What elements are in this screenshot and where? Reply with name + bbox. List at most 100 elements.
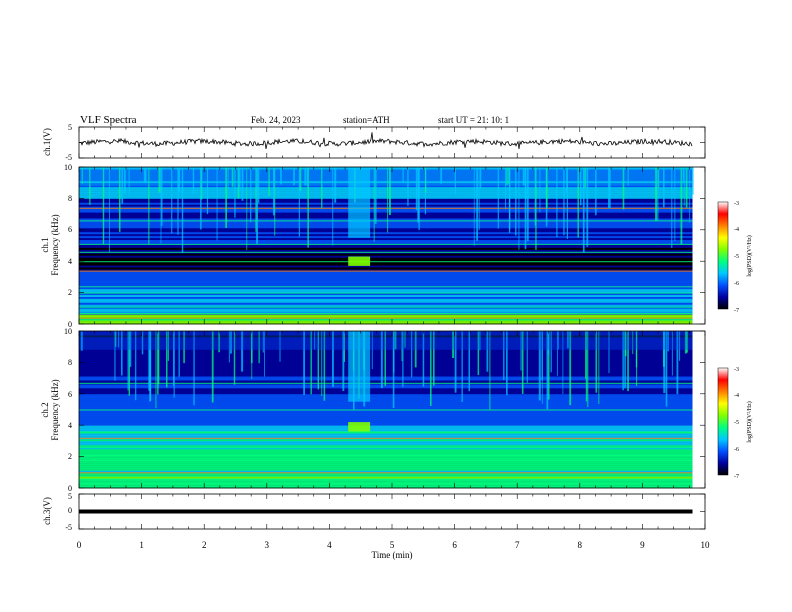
spectrogram-line [79, 313, 693, 314]
spectrogram-sferic [268, 167, 270, 196]
spectrogram-band [79, 452, 693, 456]
spectrogram-sferic [622, 331, 624, 391]
ch3-ylabel: ch.3(V) [42, 497, 52, 525]
ch1-colorbar-tick-m4: -4 [734, 227, 739, 233]
ch2-spec-ytick-2: 2 [68, 452, 72, 461]
spectrogram-sferic [178, 331, 180, 377]
spectrogram-line [79, 317, 693, 319]
spectrogram-sferic [371, 331, 373, 369]
spectrogram-sferic [121, 167, 124, 204]
spectrogram-band [79, 391, 693, 395]
spectrogram-sferic [538, 331, 541, 401]
spectrogram-band [79, 170, 693, 174]
xtick-label-7: 7 [515, 540, 520, 550]
spectrogram-sferic [580, 167, 582, 206]
spectrogram-sferic [585, 331, 586, 379]
spectrogram-sferic [251, 331, 253, 379]
ch1-ytick-bottom: -5 [65, 153, 72, 162]
spectrogram-sferic [280, 167, 282, 185]
ch2-spec-ytick-4: 4 [68, 421, 72, 430]
spectrogram-sferic [171, 167, 173, 234]
spectrogram-sferic [394, 331, 397, 350]
spectrogram-sferic [624, 331, 627, 357]
spectrogram-band [79, 300, 693, 303]
spectrogram-band [79, 304, 693, 307]
spectrogram-sferic [334, 167, 337, 203]
spectrogram-band [79, 237, 693, 240]
spectrogram-band [79, 202, 693, 205]
spectrogram-sferic [635, 331, 638, 368]
spectrogram-band [79, 395, 693, 399]
ch1-colorbar-tick-m5: -5 [734, 254, 739, 260]
spectrogram-line [79, 286, 693, 288]
spectrogram-burst-band [348, 256, 371, 266]
spectrogram-band [79, 292, 693, 295]
spectrogram-band [79, 274, 693, 278]
spectrogram-sferic [241, 331, 244, 372]
header-date: Feb. 24, 2023 [251, 115, 301, 125]
spectrogram-band [79, 409, 693, 412]
spectrogram-band [79, 247, 693, 250]
ch1-colorbar-tick-m3: -3 [734, 201, 739, 207]
spectrogram-sferic [665, 331, 668, 407]
spectrogram-sferic [407, 167, 409, 206]
spectrogram-sferic [304, 167, 306, 186]
spectrogram-sferic [332, 167, 334, 246]
spectrogram-sferic [279, 331, 281, 362]
spectrogram-sferic [546, 331, 549, 410]
spectrogram-sferic [384, 331, 386, 386]
spectrogram-band [79, 450, 693, 454]
spectrogram-sferic [127, 331, 129, 391]
ch2-colorbar: -3 -4 -5 -6 -7 log(PSD)(V²/Hz) [717, 367, 753, 480]
spectrogram-sferic [374, 167, 377, 224]
spectrogram-band [79, 284, 693, 288]
ch1-spec-ytick-8: 8 [68, 194, 72, 203]
spectrogram-sferic [135, 331, 137, 401]
spectrogram-band [79, 167, 693, 170]
spectrogram-band [79, 310, 693, 313]
spectrogram-sferic [422, 331, 425, 387]
spectrogram-sferic [497, 167, 499, 229]
spectrogram-band [79, 442, 693, 446]
spectrogram-burst-band [348, 422, 371, 432]
spectrogram-band [79, 318, 693, 321]
spectrogram-sferic [417, 167, 420, 223]
spectrogram-band [79, 444, 693, 448]
spectrogram-sferic [624, 331, 626, 389]
spectrogram-sferic [526, 331, 528, 383]
spectrogram-band [79, 435, 693, 438]
spectrogram-sferic [200, 167, 202, 230]
spectrogram-sferic [480, 167, 482, 189]
spectrogram-band [79, 233, 693, 237]
ch1-spec-ytick-2: 2 [68, 288, 72, 297]
spectrogram-band [79, 223, 693, 227]
spectrogram-sferic [211, 331, 214, 403]
spectrogram-band [79, 188, 693, 191]
spectrogram-sferic [81, 167, 83, 184]
spectrogram-sferic [299, 167, 302, 191]
spectrogram-band [79, 387, 693, 391]
spectrogram-sferic [503, 331, 505, 380]
spectrogram-sferic [89, 167, 91, 205]
ch3-ytick-0: 0 [68, 506, 72, 515]
spectrogram-sferic [128, 167, 130, 197]
spectrogram-band [79, 474, 693, 477]
ch2-spec-ylabel-channel: ch.2 [40, 402, 50, 417]
spectrogram-sferic [206, 167, 209, 215]
spectrogram-sferic [566, 167, 568, 239]
spectrogram-sferic [258, 331, 260, 364]
spectrogram-band [79, 182, 693, 186]
ch2-colorbar-tick-m4: -4 [734, 393, 739, 399]
spectrogram-band [79, 403, 693, 406]
spectrogram-band [79, 208, 693, 211]
spectrogram-sferic [518, 167, 520, 250]
ch1-spec-ytick-4: 4 [68, 257, 72, 266]
spectrogram-band [79, 210, 693, 213]
spectrogram-sferic [686, 331, 688, 353]
spectrogram-band [79, 261, 693, 264]
ch3-series-line [79, 509, 693, 514]
ch2-spectrogram-panel: 0 2 4 6 8 10 ch.2 Frequency (kHz) [40, 327, 706, 493]
spectrogram-sferic [310, 331, 312, 395]
spectrogram-sferic [402, 331, 404, 388]
spectrogram-sferic [150, 331, 152, 401]
